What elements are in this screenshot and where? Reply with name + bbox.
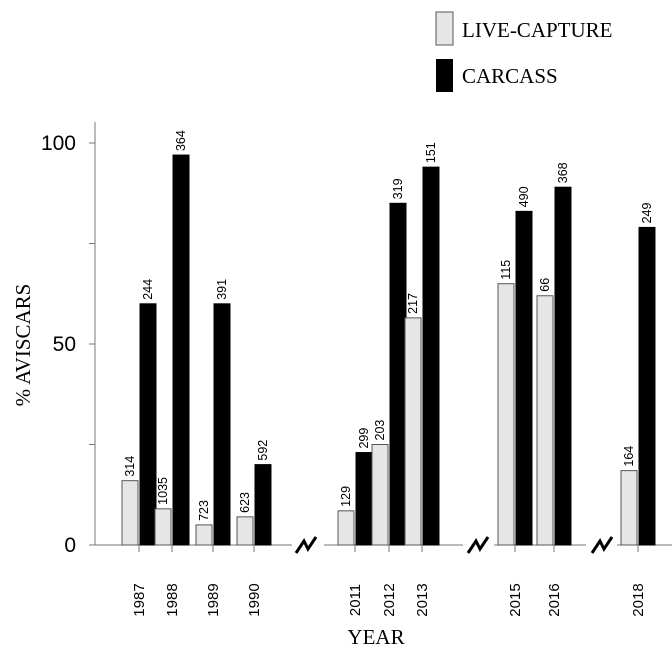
- bar-live-capture: [371, 444, 389, 546]
- data-label-live-capture: 66: [538, 278, 552, 292]
- x-tick-label: 1990: [246, 583, 263, 616]
- x-tick-label: 2018: [630, 583, 647, 616]
- y-tick-label: 0: [64, 534, 76, 557]
- data-label-live-capture: 217: [406, 293, 420, 314]
- bar-carcass: [139, 303, 157, 546]
- x-axis-title: YEAR: [347, 625, 404, 648]
- bar-carcass: [515, 210, 533, 546]
- data-label-live-capture: 129: [339, 486, 353, 507]
- y-axis: 0 50 100: [41, 122, 96, 557]
- axis-break-symbol: [294, 536, 318, 554]
- data-label-carcass: 364: [174, 130, 188, 151]
- axis-break-symbol: [466, 536, 490, 554]
- data-label-live-capture: 723: [197, 500, 211, 521]
- bar-live-capture: [121, 480, 139, 546]
- legend-swatch-live-capture: [435, 11, 454, 46]
- data-label-live-capture: 314: [123, 456, 137, 477]
- bar-carcass: [389, 202, 407, 546]
- legend-item-live-capture: LIVE-CAPTURE: [435, 11, 613, 46]
- bar-carcass: [172, 154, 190, 546]
- y-tick-label: 100: [41, 132, 76, 155]
- data-label-carcass: 299: [357, 428, 371, 449]
- y-axis-title: % AVISCARS: [11, 284, 35, 407]
- data-label-carcass: 391: [215, 279, 229, 300]
- legend-label-carcass: CARCASS: [462, 64, 558, 88]
- x-tick-label: 1988: [164, 583, 181, 616]
- x-tick-label: 2016: [546, 583, 563, 616]
- bars: [121, 154, 656, 546]
- bar-carcass: [213, 303, 231, 546]
- bar-live-capture: [404, 317, 422, 546]
- bar-live-capture: [236, 516, 254, 546]
- data-label-live-capture: 623: [238, 492, 252, 513]
- x-tick-label: 2015: [507, 583, 524, 616]
- data-label-carcass: 151: [424, 142, 438, 163]
- data-label-carcass: 490: [517, 186, 531, 207]
- data-label-carcass: 368: [556, 162, 570, 183]
- axis-breaks: [294, 536, 614, 554]
- legend-item-carcass: CARCASS: [436, 59, 558, 92]
- bar-live-capture: [195, 524, 213, 546]
- x-axis: 1987 1988 1989 1990 2011 2012 2013 2015 2016 2018: [95, 544, 672, 617]
- axis-break-symbol: [590, 536, 614, 554]
- x-tick-label: 2011: [347, 584, 364, 616]
- bar-carcass: [355, 452, 373, 546]
- bar-carcass: [554, 186, 572, 546]
- data-label-carcass: 319: [391, 178, 405, 199]
- x-tick-label: 1987: [131, 583, 148, 616]
- bar-labels: 314 244 1035 364 723 391 623 592 129 299 203 319 217…: [123, 130, 654, 521]
- legend-label-live-capture: LIVE-CAPTURE: [462, 18, 613, 42]
- data-label-carcass: 244: [141, 279, 155, 300]
- data-label-live-capture: 164: [622, 446, 636, 467]
- x-tick-label: 2012: [381, 583, 398, 616]
- bar-live-capture: [620, 470, 638, 546]
- legend-swatch-carcass: [436, 59, 453, 92]
- data-label-live-capture: 1035: [156, 477, 170, 505]
- bar-live-capture: [337, 510, 355, 546]
- x-tick-label: 2013: [414, 583, 431, 616]
- y-tick-label: 50: [53, 333, 76, 356]
- bar-live-capture: [536, 295, 554, 546]
- data-label-live-capture: 115: [499, 260, 513, 280]
- data-label-live-capture: 203: [373, 420, 387, 441]
- bar-carcass: [638, 226, 656, 546]
- bar-carcass: [422, 166, 440, 546]
- legend: LIVE-CAPTURE CARCASS: [435, 11, 613, 92]
- x-tick-label: 1989: [205, 583, 222, 616]
- data-label-carcass: 249: [640, 203, 654, 224]
- bar-carcass: [254, 464, 272, 546]
- bar-live-capture: [497, 283, 515, 546]
- data-label-carcass: 592: [256, 440, 270, 461]
- bar-live-capture: [154, 508, 172, 546]
